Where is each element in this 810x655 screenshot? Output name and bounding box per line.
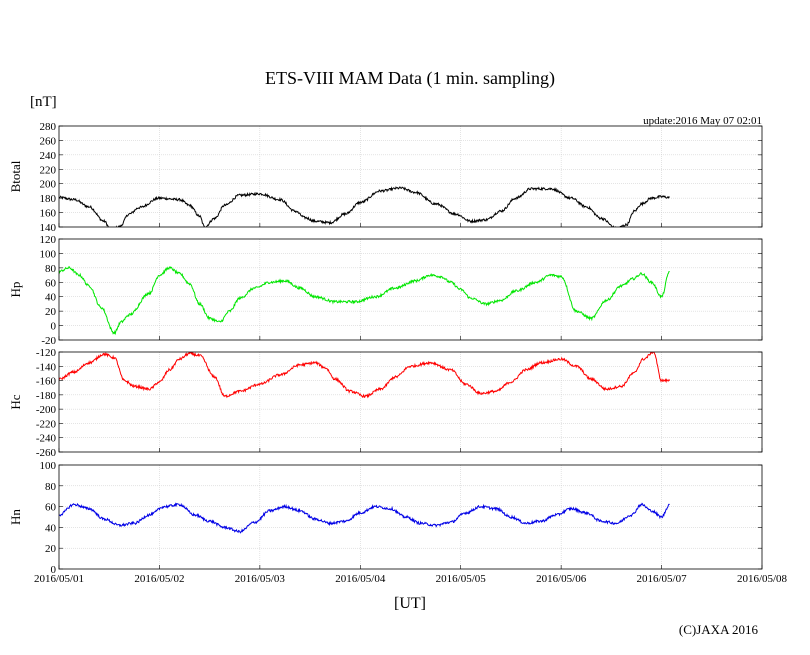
y-tick-label: 0: [51, 564, 57, 576]
panel-btotal: 140 160 180 200 220 240 260 280 Btotal: [8, 121, 763, 234]
x-tick-labels: 2016/05/01 2016/05/02 2016/05/03 2016/05/04…: [34, 573, 788, 585]
panel-label-hn: Hn: [8, 509, 23, 525]
panel-frame: [58, 125, 763, 228]
y-tick-label: -140: [36, 361, 57, 373]
y-tick-label: -180: [36, 390, 57, 402]
y-tick-label: 80: [45, 263, 57, 275]
y-tick-label: 100: [40, 460, 57, 472]
y-tick-label: 60: [45, 502, 57, 514]
panel-label-btotal: Btotal: [8, 160, 23, 192]
x-tick-label: 2016/05/04: [335, 573, 386, 585]
y-tick-label: -220: [36, 418, 57, 430]
y-tick-label: -200: [36, 404, 57, 416]
panel-hc: -260 -240 -220 -200 -180 -160 -140 -120 Hc: [8, 347, 763, 459]
y-tick-label: 260: [40, 135, 57, 147]
y-tick-label: 220: [40, 164, 57, 176]
x-tick-label: 2016/05/03: [235, 573, 286, 585]
y-tick-label: 140: [40, 222, 57, 234]
y-tick-label: 0: [51, 321, 57, 333]
x-tick-label: 2016/05/02: [134, 573, 184, 585]
panel-hp: -20 0 20 40 60 80 100 120 Hp: [8, 234, 763, 347]
y-tick-label: 100: [40, 248, 57, 260]
chart-title: ETS-VIII MAM Data (1 min. sampling): [265, 68, 555, 89]
series-line-hp: [59, 265, 670, 336]
copyright-text: (C)JAXA 2016: [679, 622, 759, 637]
y-tick-label: 200: [40, 179, 57, 191]
y-tick-label: 20: [45, 306, 57, 318]
y-tick-label: 240: [40, 150, 57, 162]
panel-frame: [58, 464, 763, 570]
unit-label: [nT]: [30, 94, 57, 110]
y-tick-label: -120: [36, 347, 57, 359]
x-tick-label: 2016/05/05: [436, 573, 487, 585]
series-line-hn: [59, 502, 670, 534]
panel-frame: [58, 351, 763, 453]
panel-label-hp: Hp: [8, 282, 23, 298]
series-line-hc: [59, 352, 671, 399]
panels-group: 140160180200220240260280Btotal-200204060…: [8, 121, 763, 576]
x-tick-label: 2016/05/07: [637, 573, 688, 585]
panel-label-hc: Hc: [8, 394, 23, 409]
x-axis-label: [UT]: [394, 595, 426, 612]
y-tick-label: 80: [45, 481, 57, 493]
y-tick-label: 180: [40, 193, 57, 205]
y-tick-label: 120: [40, 234, 57, 246]
y-tick-label: 280: [40, 121, 57, 133]
y-tick-label: 20: [45, 543, 57, 555]
series-line-btotal: [59, 186, 670, 227]
y-tick-label: 40: [45, 522, 57, 534]
y-tick-label: -20: [41, 335, 56, 347]
x-tick-label: 2016/05/01: [34, 573, 84, 585]
x-tick-label: 2016/05/06: [536, 573, 587, 585]
panel-hn: 0 20 40 60 80 100 Hn: [8, 460, 763, 576]
y-tick-label: 60: [45, 277, 57, 289]
panel-frame: [58, 238, 763, 341]
update-timestamp: update:2016 May 07 02:01: [643, 115, 762, 127]
y-tick-label: -160: [36, 376, 57, 388]
y-tick-label: 40: [45, 292, 57, 304]
y-tick-label: 160: [40, 208, 57, 220]
y-tick-label: -260: [36, 447, 57, 459]
x-tick-label: 2016/05/08: [737, 573, 788, 585]
y-tick-label: -240: [36, 433, 57, 445]
